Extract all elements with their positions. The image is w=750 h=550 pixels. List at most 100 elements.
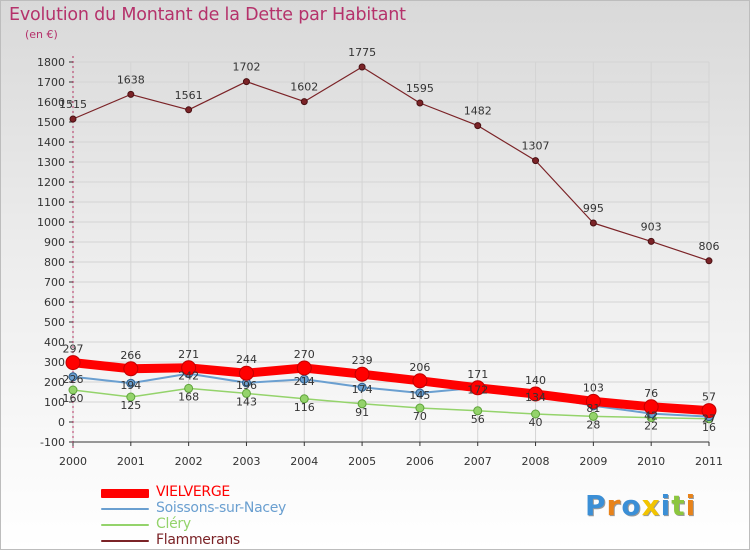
data-point	[123, 361, 139, 377]
data-label: 172	[467, 384, 488, 397]
data-label: 297	[63, 343, 84, 356]
data-label: 806	[699, 240, 720, 253]
data-point	[126, 378, 136, 388]
x-tick-label: 2011	[695, 455, 723, 468]
data-label: 1595	[406, 82, 434, 95]
y-tick-label: 600	[44, 296, 65, 309]
data-point	[474, 122, 482, 130]
y-tick-label: 500	[44, 316, 65, 329]
data-point	[585, 393, 601, 409]
data-point	[354, 366, 370, 382]
legend-label: Cléry	[156, 516, 191, 532]
proxiti-logo: Proxiti	[585, 489, 697, 522]
data-label: 206	[409, 361, 430, 374]
data-point	[68, 385, 78, 395]
legend-label: VIELVERGE	[156, 484, 230, 500]
data-point	[643, 399, 659, 415]
y-tick-label: 900	[44, 236, 65, 249]
legend-item: Cléry	[101, 516, 361, 533]
y-tick-label: -100	[40, 436, 65, 449]
data-point	[415, 403, 425, 413]
legend-item: Soissons-sur-Nacey	[101, 500, 361, 517]
data-label: 70	[413, 410, 427, 423]
x-tick-label: 2005	[348, 455, 376, 468]
data-point	[470, 380, 486, 396]
x-tick-label: 2007	[464, 455, 492, 468]
y-tick-label: 400	[44, 336, 65, 349]
data-label: 42	[644, 410, 658, 423]
legend-swatch	[101, 508, 149, 510]
data-point	[242, 78, 250, 86]
data-label: 270	[294, 348, 315, 361]
data-label: 57	[702, 391, 716, 404]
data-label: 134	[525, 391, 546, 404]
data-point	[69, 115, 77, 123]
data-label: 40	[529, 416, 543, 429]
data-label: 1561	[175, 89, 203, 102]
legend-item: Flammerans	[101, 532, 361, 549]
data-label: 81	[586, 402, 600, 415]
data-label: 1307	[522, 140, 550, 153]
data-label: 76	[644, 387, 658, 400]
data-point	[68, 372, 78, 382]
data-point	[357, 382, 367, 392]
data-point	[296, 360, 312, 376]
data-label: 140	[525, 374, 546, 387]
data-label: 903	[641, 220, 662, 233]
x-tick-label: 2008	[522, 455, 550, 468]
x-tick-label: 2009	[579, 455, 607, 468]
data-point	[181, 360, 197, 376]
data-point	[126, 392, 136, 402]
data-label: 266	[120, 349, 141, 362]
y-tick-label: 1400	[37, 136, 65, 149]
data-point	[647, 237, 655, 245]
y-tick-label: 1100	[37, 196, 65, 209]
data-point	[412, 373, 428, 389]
y-tick-label: 1600	[37, 96, 65, 109]
data-label: 28	[586, 418, 600, 431]
data-labels: 1515 1638 1561 1702 1602 1775 1595 1482 1307 995 9…	[59, 46, 720, 434]
data-label: 1602	[290, 81, 318, 94]
data-label: 171	[467, 368, 488, 381]
x-tick-label: 2001	[117, 455, 145, 468]
y-tick-label: 1700	[37, 76, 65, 89]
series-line-3	[72, 66, 710, 262]
series-line-1	[72, 372, 710, 418]
data-label: 125	[120, 399, 141, 412]
y-tick-label: 1300	[37, 156, 65, 169]
x-tick-label: 2004	[290, 455, 318, 468]
data-label: 1482	[464, 105, 492, 118]
data-label: 1515	[59, 98, 87, 111]
y-tick-label: 200	[44, 376, 65, 389]
y-tick-label: 1500	[37, 116, 65, 129]
data-label: 242	[178, 370, 199, 383]
data-point	[185, 106, 193, 114]
data-label: 1702	[232, 61, 260, 74]
y-tick-label: 0	[58, 416, 65, 429]
legend-swatch	[101, 524, 149, 526]
data-point	[127, 90, 135, 98]
data-label: 174	[352, 383, 373, 396]
x-tick-label: 2010	[637, 455, 665, 468]
data-label: 143	[236, 395, 257, 408]
data-label: 56	[471, 413, 485, 426]
legend-label: Soissons-sur-Nacey	[156, 500, 287, 516]
data-point	[589, 219, 597, 227]
data-label: 168	[178, 390, 199, 403]
data-label: 196	[236, 379, 257, 392]
data-label: 16	[702, 421, 716, 434]
y-tick-label: 700	[44, 276, 65, 289]
data-label: 27	[702, 413, 716, 426]
data-label: 22	[644, 420, 658, 433]
legend: VIELVERGE Soissons-sur-Nacey Cléry Flammera…	[101, 484, 361, 549]
data-point	[415, 388, 425, 398]
data-label: 1775	[348, 46, 376, 59]
data-label: 271	[178, 348, 199, 361]
data-point	[473, 406, 483, 416]
data-point	[238, 365, 254, 381]
data-label: 1638	[117, 73, 145, 86]
y-tick-label: 300	[44, 356, 65, 369]
data-point	[358, 63, 366, 71]
